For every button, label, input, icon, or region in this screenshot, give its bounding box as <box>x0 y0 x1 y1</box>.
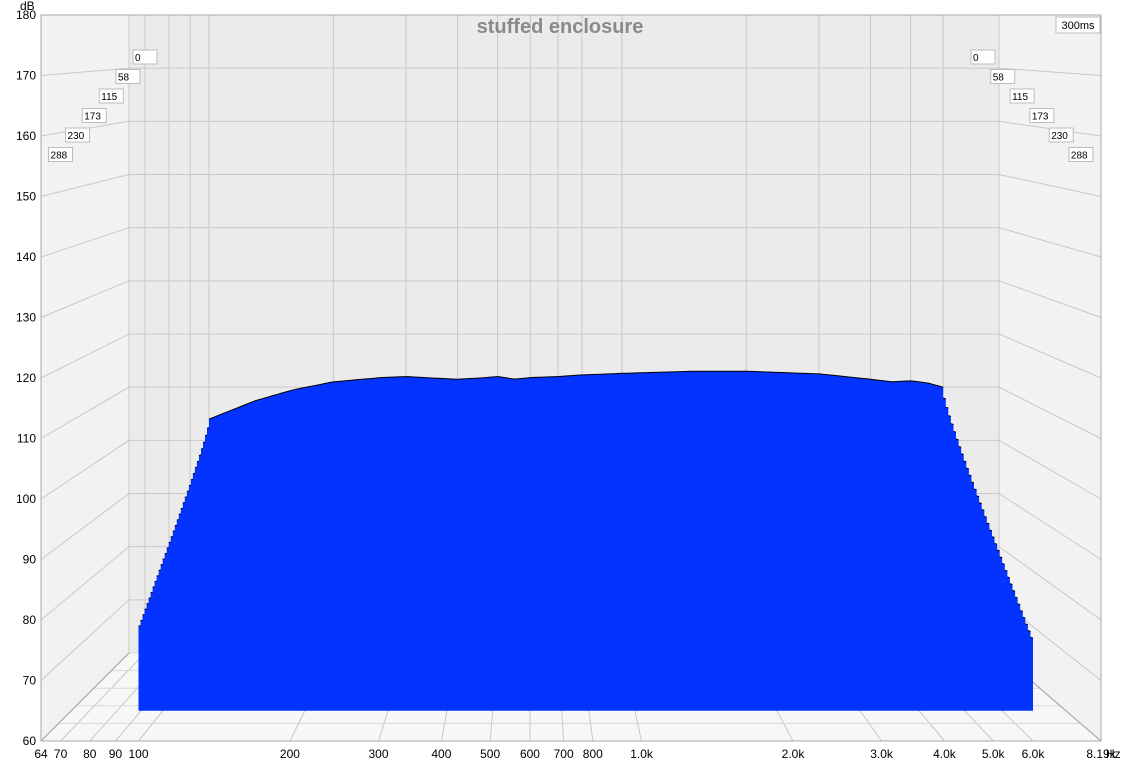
time-label-left: 58 <box>115 69 141 84</box>
svg-text:230: 230 <box>1051 131 1068 142</box>
y-tick-label: 100 <box>16 492 36 506</box>
svg-text:173: 173 <box>84 112 101 123</box>
svg-text:288: 288 <box>1071 151 1088 162</box>
y-tick-label: 60 <box>23 734 37 748</box>
x-tick-label: 800 <box>583 747 603 761</box>
svg-text:230: 230 <box>68 131 85 142</box>
svg-text:0: 0 <box>135 53 141 64</box>
x-tick-label: 1.0k <box>630 747 654 761</box>
x-tick-label: 6.0k <box>1022 747 1046 761</box>
y-axis-label: dB <box>20 0 35 13</box>
svg-text:0: 0 <box>973 53 979 64</box>
time-label-right: 173 <box>1029 108 1055 123</box>
svg-text:115: 115 <box>1012 92 1028 103</box>
time-label-left: 173 <box>81 108 107 123</box>
y-tick-label: 110 <box>17 432 36 446</box>
waterfall-slice-line <box>208 370 944 420</box>
x-axis-unit: Hz <box>1106 747 1121 761</box>
time-label-right: 288 <box>1068 147 1094 162</box>
x-tick-label: 80 <box>83 747 97 761</box>
y-tick-label: 170 <box>16 69 36 83</box>
chart-title: stuffed enclosure <box>477 16 644 38</box>
y-tick-label: 70 <box>23 674 37 688</box>
y-tick-label: 150 <box>16 190 36 204</box>
time-label-right: 0 <box>970 49 996 65</box>
x-tick-label: 200 <box>280 747 300 761</box>
y-tick-label: 160 <box>16 129 36 143</box>
time-label-left: 0 <box>132 49 158 65</box>
x-tick-label: 3.0k <box>870 747 894 761</box>
time-label-right: 230 <box>1048 127 1074 143</box>
time-label-left: 230 <box>65 127 91 143</box>
time-label-right: 58 <box>990 69 1016 84</box>
x-tick-label: 64 <box>34 747 48 761</box>
svg-text:288: 288 <box>51 151 68 162</box>
x-tick-label: 2.0k <box>782 747 806 761</box>
x-tick-label: 4.0k <box>933 747 957 761</box>
waterfall-slice-fill <box>209 371 944 627</box>
y-tick-label: 140 <box>16 250 36 264</box>
x-tick-label: 100 <box>128 747 148 761</box>
x-tick-label: 700 <box>554 747 574 761</box>
x-tick-label: 400 <box>431 747 451 761</box>
svg-text:58: 58 <box>118 73 130 84</box>
time-label-right: 115 <box>1009 88 1035 104</box>
x-tick-label: 70 <box>54 747 68 761</box>
y-tick-label: 80 <box>23 613 37 627</box>
y-tick-label: 130 <box>16 311 36 325</box>
y-axis-ticks: 180 170 160 150 140 130 120 110 100 90 80 70 60 <box>16 8 36 748</box>
svg-text:300ms: 300ms <box>1061 20 1095 32</box>
y-tick-label: 120 <box>16 371 36 385</box>
svg-text:58: 58 <box>993 73 1005 84</box>
svg-text:173: 173 <box>1032 112 1049 123</box>
y-tick-label: 90 <box>23 553 37 567</box>
x-tick-label: 5.0k <box>982 747 1006 761</box>
time-label-left: 115 <box>98 88 124 104</box>
time-label-left: 288 <box>48 147 74 162</box>
time-window-badge: 300ms <box>1055 16 1101 34</box>
svg-text:115: 115 <box>101 92 117 103</box>
x-tick-label: 300 <box>369 747 389 761</box>
x-tick-label: 600 <box>520 747 540 761</box>
x-axis-ticks: 64 70 80 90 100 200 300 400 500 600 700 800 1.0k 2.0k… <box>34 747 1116 761</box>
waterfall-surface <box>138 370 1034 711</box>
x-tick-label: 90 <box>109 747 123 761</box>
x-tick-label: 500 <box>480 747 500 761</box>
x-tick-label: 8.19k <box>1086 747 1116 761</box>
y-tick-label: 180 <box>16 8 36 22</box>
